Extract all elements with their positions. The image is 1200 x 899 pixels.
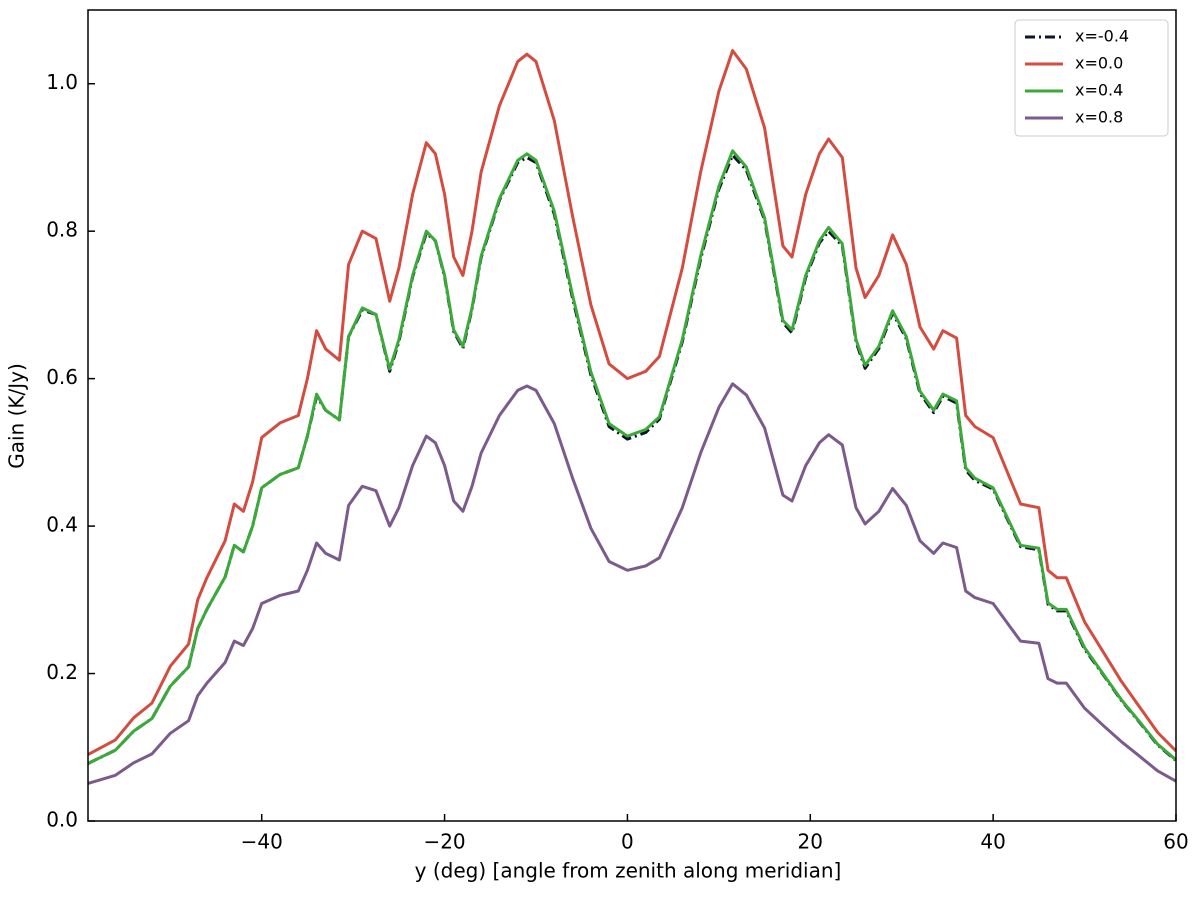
y-tick-label: 0.8 [46, 218, 78, 242]
legend-label: x=-0.4 [1075, 27, 1129, 46]
y-tick-label: 1.0 [46, 70, 78, 94]
y-tick-label: 0.0 [46, 808, 78, 832]
x-tick-label: −40 [241, 830, 283, 854]
x-tick-label: 40 [980, 830, 1005, 854]
line [87, 149, 1177, 765]
x-tick-label: 0 [621, 830, 634, 854]
x-tick-label: 60 [1163, 830, 1188, 854]
legend-label: x=0.0 [1075, 54, 1123, 73]
x-tick-label: 20 [798, 830, 823, 854]
legend-box [1014, 19, 1169, 137]
line [87, 153, 1177, 765]
line [87, 382, 1177, 785]
y-axis-label: Gain (K/Jy) [5, 363, 29, 469]
y-tick-label: 0.2 [46, 660, 78, 684]
plot-frame [87, 9, 1177, 822]
y-tick-label: 0.4 [46, 513, 78, 537]
line [87, 49, 1178, 756]
y-tick-label: 0.6 [46, 365, 78, 389]
legend: x=-0.4 x=0.0 x=0.4 x=0.8 [1014, 19, 1169, 137]
legend-label: x=0.4 [1075, 81, 1123, 100]
x-axis-label: y (deg) [angle from zenith along meridia… [415, 859, 842, 883]
legend-label: x=0.8 [1075, 108, 1123, 127]
x-tick-label: −20 [423, 830, 465, 854]
